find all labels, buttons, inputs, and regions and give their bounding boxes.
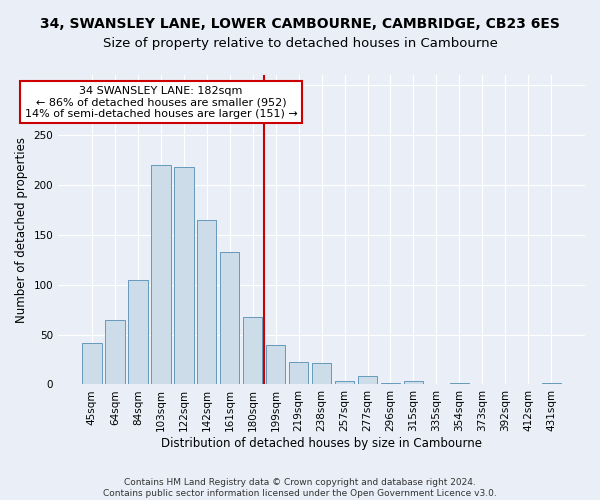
X-axis label: Distribution of detached houses by size in Cambourne: Distribution of detached houses by size … [161,437,482,450]
Bar [335,382,355,384]
Bar [151,165,170,384]
Y-axis label: Number of detached properties: Number of detached properties [15,136,28,322]
Text: 34 SWANSLEY LANE: 182sqm
← 86% of detached houses are smaller (952)
14% of semi-: 34 SWANSLEY LANE: 182sqm ← 86% of detach… [25,86,298,119]
Text: 34, SWANSLEY LANE, LOWER CAMBOURNE, CAMBRIDGE, CB23 6ES: 34, SWANSLEY LANE, LOWER CAMBOURNE, CAMB… [40,18,560,32]
Bar [243,316,262,384]
Bar [312,364,331,384]
Bar [197,220,217,384]
Bar [404,382,423,384]
Bar [289,362,308,384]
Bar [82,342,101,384]
Bar [174,167,194,384]
Bar [266,344,286,385]
Text: Contains HM Land Registry data © Crown copyright and database right 2024.
Contai: Contains HM Land Registry data © Crown c… [103,478,497,498]
Bar [105,320,125,384]
Bar [220,252,239,384]
Bar [128,280,148,384]
Bar [358,376,377,384]
Text: Size of property relative to detached houses in Cambourne: Size of property relative to detached ho… [103,38,497,51]
